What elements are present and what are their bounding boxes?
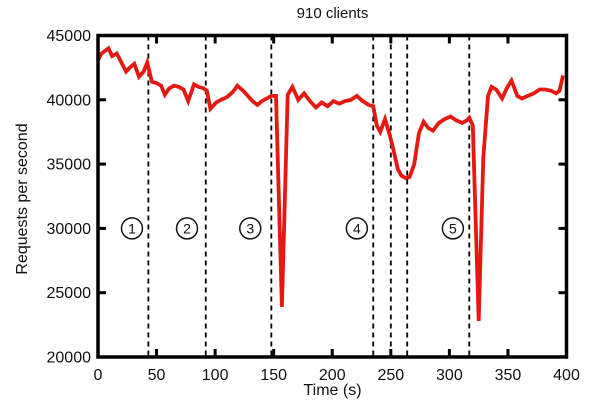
x-tick-label: 300 [436, 367, 463, 384]
data-line [96, 45, 565, 322]
annotation-circle-2 [175, 217, 199, 240]
x-tick-label: 100 [202, 367, 229, 384]
annotation-circle-3 [239, 217, 262, 240]
x-axis-label: Time (s) [303, 382, 362, 399]
annotation-label-5: 5 [449, 220, 457, 236]
y-tick-label: 30000 [47, 221, 92, 238]
y-tick-label: 35000 [47, 157, 92, 174]
annotation-label-2: 2 [183, 220, 191, 236]
annotation-label-4: 4 [353, 220, 361, 236]
x-tick-label: 400 [553, 367, 580, 384]
x-tick-label: 350 [495, 367, 522, 384]
y-tick-label: 40000 [47, 92, 92, 109]
annotation-label-3: 3 [246, 220, 254, 236]
y-tick-label: 25000 [47, 285, 92, 302]
y-tick-label: 20000 [47, 350, 92, 367]
x-tick-label: 150 [260, 367, 287, 384]
annotation-circle-4 [345, 217, 369, 240]
x-tick-label: 0 [94, 367, 103, 384]
annotation-circle-5 [441, 217, 465, 240]
x-tick-label: 250 [377, 367, 404, 384]
annotation-circle-1 [120, 217, 144, 240]
x-tick-label: 50 [148, 367, 166, 384]
annotation-label-1: 1 [128, 220, 136, 236]
y-tick-label: 45000 [47, 28, 92, 45]
plot-border [96, 33, 569, 359]
x-tick-label: 200 [319, 367, 346, 384]
chart-title: 910 clients [296, 5, 369, 22]
